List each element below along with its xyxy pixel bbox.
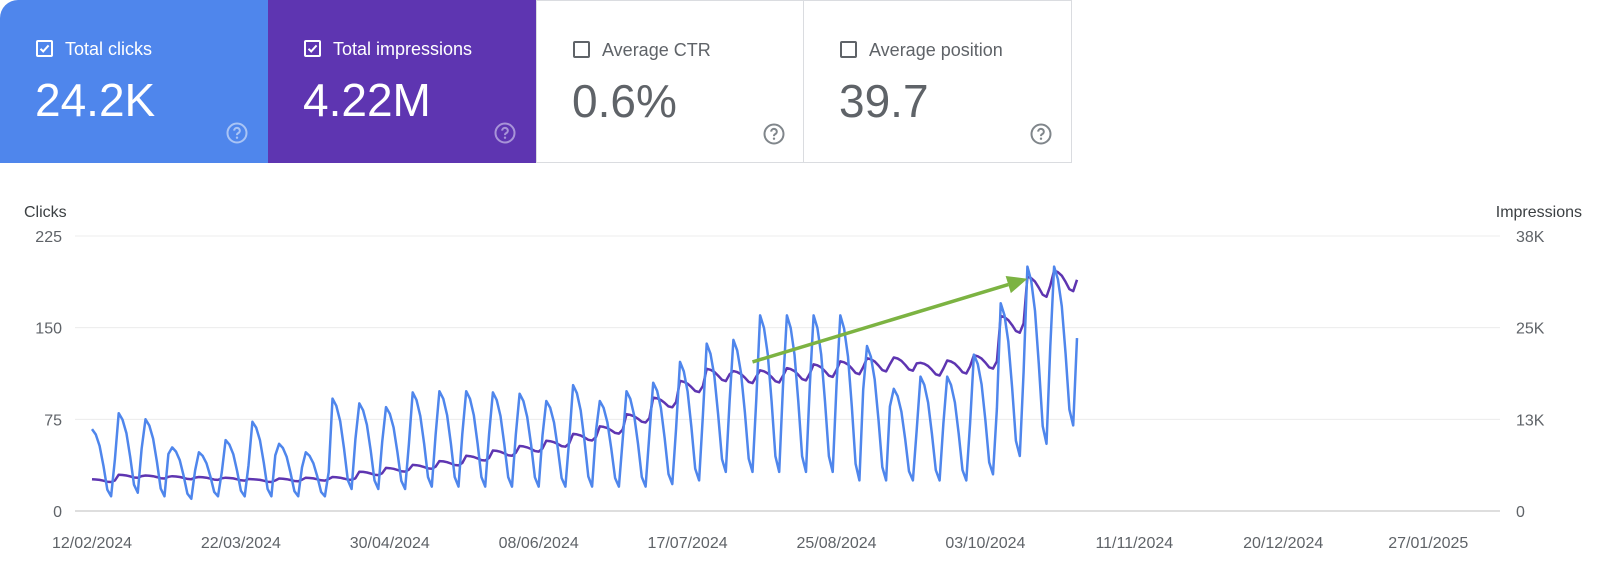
total-impressions-label: Total impressions	[333, 39, 473, 59]
trend-arrow-line	[751, 282, 1009, 364]
help-circle-icon[interactable]	[763, 123, 785, 145]
left-tick-label: 0	[53, 504, 62, 521]
left-tick-label: 75	[44, 412, 62, 429]
right-tick-label: 13K	[1516, 412, 1545, 429]
x-tick-label: 03/10/2024	[945, 535, 1025, 552]
total-clicks-card[interactable]: Total clicks 24.2K	[0, 0, 268, 163]
x-tick-label: 22/03/2024	[201, 535, 281, 552]
left-tick-label: 225	[35, 229, 62, 246]
x-tick-label: 17/07/2024	[648, 535, 728, 552]
average-position-value: 39.7	[839, 75, 929, 127]
left-tick-label: 150	[35, 321, 62, 338]
help-circle-icon[interactable]	[1030, 123, 1052, 145]
average-position-label: Average position	[869, 40, 1003, 60]
average-ctr-value: 0.6%	[572, 75, 677, 127]
right-axis-title: Impressions	[1496, 204, 1582, 221]
total-impressions-card[interactable]: Total impressions 4.22M	[268, 0, 536, 163]
right-tick-label: 25K	[1516, 321, 1545, 338]
x-tick-label: 25/08/2024	[796, 535, 876, 552]
total-clicks-label: Total clicks	[65, 39, 153, 59]
help-circle-icon[interactable]	[494, 122, 516, 144]
trend-arrow-head	[1005, 275, 1028, 294]
metric-cards: Total clicks 24.2K Total impressions 4.2…	[0, 0, 1072, 163]
x-tick-label: 11/11/2024	[1095, 535, 1173, 552]
checkbox-empty-icon[interactable]	[573, 41, 590, 58]
help-circle-icon[interactable]	[226, 122, 248, 144]
checkbox-checked-icon[interactable]	[36, 40, 53, 57]
x-tick-label: 27/01/2025	[1388, 535, 1468, 552]
checkbox-checked-icon[interactable]	[304, 40, 321, 57]
x-tick-label: 08/06/2024	[499, 535, 579, 552]
average-position-card[interactable]: Average position 39.7	[804, 0, 1072, 163]
x-tick-label: 20/12/2024	[1243, 535, 1323, 552]
left-axis-title: Clicks	[24, 204, 67, 221]
x-tick-label: 30/04/2024	[350, 535, 430, 552]
x-tick-label: 12/02/2024	[52, 535, 132, 552]
average-ctr-label: Average CTR	[602, 40, 711, 60]
right-tick-label: 38K	[1516, 229, 1545, 246]
total-impressions-value: 4.22M	[303, 74, 431, 126]
total-clicks-value: 24.2K	[35, 74, 156, 126]
checkbox-empty-icon[interactable]	[840, 41, 857, 58]
clicks-series-line	[90, 265, 1079, 501]
right-tick-label: 0	[1516, 504, 1525, 521]
average-ctr-card[interactable]: Average CTR 0.6%	[536, 0, 804, 163]
